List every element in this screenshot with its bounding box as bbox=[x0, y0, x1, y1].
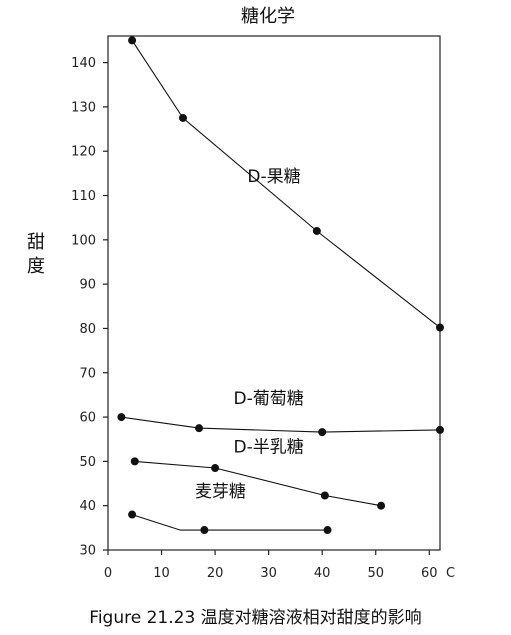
chart: 糖化学 甜度 C 30 40 50 60 70 80 90 100 110 120 130 140 0 1… bbox=[27, 6, 455, 581]
y-tick-label: 110 bbox=[71, 189, 96, 204]
data-point bbox=[178, 113, 187, 122]
y-tick-label: 130 bbox=[71, 100, 96, 115]
y-tick-label: 50 bbox=[79, 455, 96, 470]
data-point bbox=[377, 501, 386, 510]
data-point bbox=[320, 491, 329, 500]
x-tick-label: 50 bbox=[367, 566, 384, 581]
series-label: D-半乳糖 bbox=[234, 438, 304, 458]
series-label: 麦芽糖 bbox=[195, 482, 246, 502]
plot-area: 30 40 50 60 70 80 90 100 110 120 130 140 0 10 20 30 40 50… bbox=[71, 35, 444, 581]
y-tick-label: 140 bbox=[71, 56, 96, 71]
plot-frame bbox=[107, 35, 441, 551]
y-tick-label: 40 bbox=[79, 499, 96, 514]
series-label: D-果糖 bbox=[247, 167, 300, 187]
series-label: D-葡萄糖 bbox=[234, 389, 304, 409]
figure-caption: Figure 21.23 温度对糖溶液相对甜度的影响 bbox=[89, 608, 422, 628]
x-tick-label: 40 bbox=[314, 566, 331, 581]
x-axis-unit: C bbox=[446, 566, 455, 581]
y-axis-label: 甜度 bbox=[27, 232, 45, 277]
x-tick-label: 60 bbox=[421, 566, 438, 581]
data-point bbox=[211, 464, 220, 473]
data-point bbox=[323, 526, 332, 535]
series-line bbox=[131, 40, 441, 329]
data-point bbox=[436, 323, 444, 332]
y-tick-label: 120 bbox=[71, 145, 96, 160]
y-tick-label: 80 bbox=[79, 322, 96, 337]
data-point bbox=[128, 36, 137, 45]
y-tick-label: 100 bbox=[71, 233, 96, 248]
data-point bbox=[130, 457, 139, 466]
series-line bbox=[131, 514, 328, 531]
data-point bbox=[318, 428, 327, 437]
x-tick-label: 10 bbox=[153, 566, 170, 581]
data-point bbox=[436, 425, 444, 434]
series-line bbox=[134, 460, 382, 507]
y-tick-label: 60 bbox=[79, 411, 96, 426]
x-tick-label: 20 bbox=[207, 566, 224, 581]
y-tick-label: 70 bbox=[79, 366, 96, 381]
x-tick-label: 30 bbox=[260, 566, 277, 581]
y-tick-label: 30 bbox=[79, 544, 96, 559]
data-point bbox=[200, 526, 209, 535]
data-point bbox=[312, 226, 321, 235]
data-point bbox=[195, 424, 204, 433]
series-line bbox=[121, 416, 441, 433]
data-point bbox=[117, 413, 126, 422]
chart-title: 糖化学 bbox=[241, 6, 295, 27]
y-tick-label: 90 bbox=[79, 278, 96, 293]
x-tick-label: 0 bbox=[104, 566, 112, 581]
data-point bbox=[128, 510, 137, 519]
